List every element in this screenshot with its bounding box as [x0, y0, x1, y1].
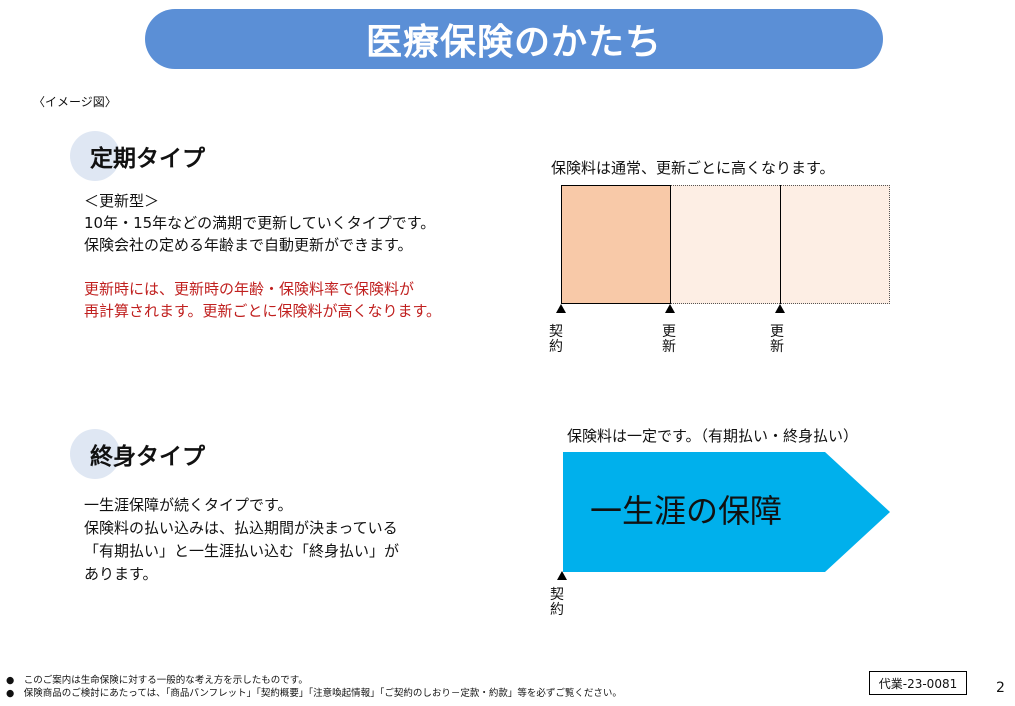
footnote: ● 保険商品のご検討にあたっては、「商品パンフレット」「契約概要」「注意喚起情報… — [6, 688, 622, 699]
footnotes: ● このご案内は生命保険に対する一般的な考え方を示したものです。 ● 保険商品の… — [6, 674, 622, 700]
page-number: 2 — [996, 680, 1005, 696]
heading-circle-decoration — [70, 131, 120, 181]
contract-marker-label: 契約 — [549, 324, 563, 355]
footnote: ● このご案内は生命保険に対する一般的な考え方を示したものです。 — [6, 675, 308, 686]
whole-life-line: あります。 — [84, 565, 158, 583]
image-note: 〈イメージ図〉 — [33, 95, 117, 109]
warning-line: 更新時には、更新時の年齢・保険料率で保険料が — [84, 280, 415, 298]
renewal-marker-icon — [665, 304, 675, 313]
term-line: ＜更新型＞ — [84, 192, 160, 210]
whole-life-description: 一生涯保障が続くタイプです。 保険料の払い込みは、払込期間が決まっている 「有期… — [84, 494, 399, 586]
whole-life-line: 一生涯保障が続くタイプです。 — [84, 496, 293, 514]
whole-life-line: 「有期払い」と一生涯払い込む「終身払い」が — [84, 542, 400, 560]
page-title: 医療保険のかたち — [365, 22, 662, 63]
lifetime-arrow-label: 一生涯の保障 — [590, 492, 783, 530]
whole-life-diagram-caption: 保険料は一定です。（有期払い・終身払い） — [567, 427, 859, 445]
term-type-warning: 更新時には、更新時の年齢・保険料率で保険料が 再計算されます。更新ごとに保険料が… — [84, 278, 441, 322]
whole-life-title: 終身タイプ — [90, 444, 205, 470]
contract-marker-icon — [556, 304, 566, 313]
renewal-divider — [780, 185, 781, 304]
term-line: 10年・15年などの満期で更新していくタイプです。 — [84, 214, 436, 232]
contract-marker-icon — [557, 571, 567, 580]
term-line: 保険会社の定める年齢まで自動更新ができます。 — [84, 236, 413, 254]
renewal-marker-label: 更新 — [662, 324, 676, 355]
whole-life-heading: 終身タイプ — [70, 429, 330, 479]
term-type-title: 定期タイプ — [90, 146, 205, 172]
first-period-box — [561, 185, 671, 304]
lifetime-arrow-shape — [563, 452, 890, 572]
warning-line: 再計算されます。更新ごとに保険料が高くなります。 — [84, 302, 442, 320]
document-code: 代業-23-0081 — [869, 671, 967, 695]
heading-circle-decoration — [70, 429, 120, 479]
term-diagram-caption: 保険料は通常、更新ごとに高くなります。 — [551, 159, 835, 177]
title-banner: 医療保険のかたち — [145, 9, 883, 69]
renewal-marker-icon — [775, 304, 785, 313]
contract-marker-label: 契約 — [550, 587, 564, 618]
whole-life-line: 保険料の払い込みは、払込期間が決まっている — [84, 519, 398, 537]
term-type-description: ＜更新型＞ 10年・15年などの満期で更新していくタイプです。 保険会社の定める… — [84, 190, 435, 256]
renewal-marker-label: 更新 — [770, 324, 784, 355]
term-type-heading: 定期タイプ — [70, 131, 330, 181]
